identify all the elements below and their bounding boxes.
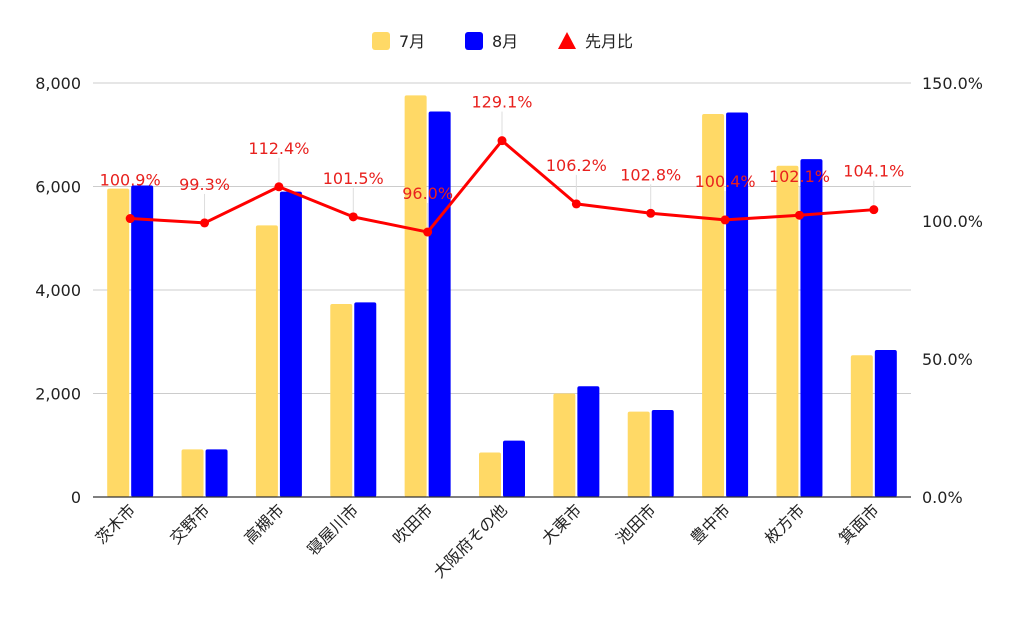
x-category-label: 茨木市 [92, 500, 139, 547]
y-right-tick-label: 0.0% [922, 488, 963, 507]
y-left-tick-label: 6,000 [35, 178, 81, 197]
bar-7月 [776, 165, 799, 498]
ratio-data-label: 101.5% [323, 169, 384, 188]
ratio-point [200, 218, 210, 228]
x-category-label: 大東市 [538, 500, 585, 547]
y-right-tick-label: 150.0% [922, 74, 983, 93]
ratio-point [423, 227, 433, 237]
bar-7月 [627, 411, 650, 497]
bar-8月 [726, 112, 749, 497]
legend-marker-先月比 [558, 32, 576, 49]
ratio-point [869, 205, 879, 215]
ratio-data-label: 104.1% [843, 162, 904, 181]
bar-7月 [107, 188, 130, 497]
ratio-data-label: 100.4% [695, 172, 756, 191]
bar-8月 [577, 386, 600, 497]
ratio-point [646, 208, 656, 218]
bar-8月 [874, 350, 897, 497]
x-category-label: 箕面市 [835, 500, 882, 547]
bars [107, 95, 897, 498]
bar-7月 [702, 114, 725, 498]
x-category-label: 枚方市 [761, 500, 808, 547]
bar-8月 [651, 410, 674, 497]
legend-swatch-7月 [372, 32, 390, 50]
ratio-data-label: 99.3% [179, 175, 230, 194]
bar-8月 [131, 185, 154, 497]
bar-8月 [354, 302, 377, 497]
x-category-label: 豊中市 [687, 500, 734, 547]
x-category-label: 寝屋川市 [303, 500, 362, 559]
ratio-line [125, 136, 879, 237]
y-left-tick-label: 2,000 [35, 385, 81, 404]
grid [93, 82, 911, 394]
data-labels: 100.9% 99.3% 112.4% 101.5% 96.0% 129.1% 106.2%… [100, 93, 904, 228]
ratio-data-label: 96.0% [402, 184, 453, 203]
x-category-label: 高槻市 [240, 500, 287, 547]
x-category-label: 交野市 [166, 500, 213, 547]
ratio-data-label: 106.2% [546, 156, 607, 175]
x-category-label: 大阪府その他 [430, 500, 511, 581]
ratio-data-label: 102.8% [620, 165, 681, 184]
ratio-point [125, 214, 135, 224]
legend-label-8月: 8月 [492, 32, 518, 51]
legend-swatch-8月 [465, 32, 483, 50]
bar-8月 [205, 449, 228, 497]
legend-label-先月比: 先月比 [585, 32, 633, 51]
ratio-point [274, 182, 284, 192]
axes: 0 2,000 4,000 6,000 8,000 0.0% 50.0% 100.0% 150.… [35, 74, 983, 582]
ratio-data-label: 129.1% [471, 93, 532, 112]
bar-7月 [553, 393, 576, 497]
y-left-tick-label: 0 [71, 488, 81, 507]
ratio-point [794, 210, 804, 220]
bar-7月 [255, 225, 278, 497]
y-right-tick-label: 100.0% [922, 212, 983, 231]
bar-8月 [503, 440, 525, 497]
legend: 7月 8月 先月比 [372, 32, 633, 51]
y-left-tick-label: 4,000 [35, 281, 81, 300]
bar-7月 [479, 452, 501, 497]
bar-8月 [428, 111, 451, 498]
bar-7月 [181, 449, 204, 497]
bar-7月 [404, 95, 427, 498]
x-category-label: 池田市 [612, 500, 659, 547]
ratio-point [720, 215, 730, 225]
ratio-data-label: 112.4% [248, 139, 309, 158]
bar-8月 [800, 159, 823, 497]
bar-7月 [850, 355, 873, 497]
bar-8月 [279, 191, 302, 498]
bar-7月 [330, 303, 353, 497]
y-left-tick-label: 8,000 [35, 74, 81, 93]
ratio-data-label: 102.1% [769, 167, 830, 186]
legend-label-7月: 7月 [399, 32, 425, 51]
ratio-point [497, 136, 507, 146]
ratio-data-label: 100.9% [100, 171, 161, 190]
x-category-label: 吹田市 [389, 500, 436, 547]
y-right-tick-label: 50.0% [922, 350, 973, 369]
ratio-point [348, 212, 358, 222]
ratio-point [571, 199, 581, 209]
